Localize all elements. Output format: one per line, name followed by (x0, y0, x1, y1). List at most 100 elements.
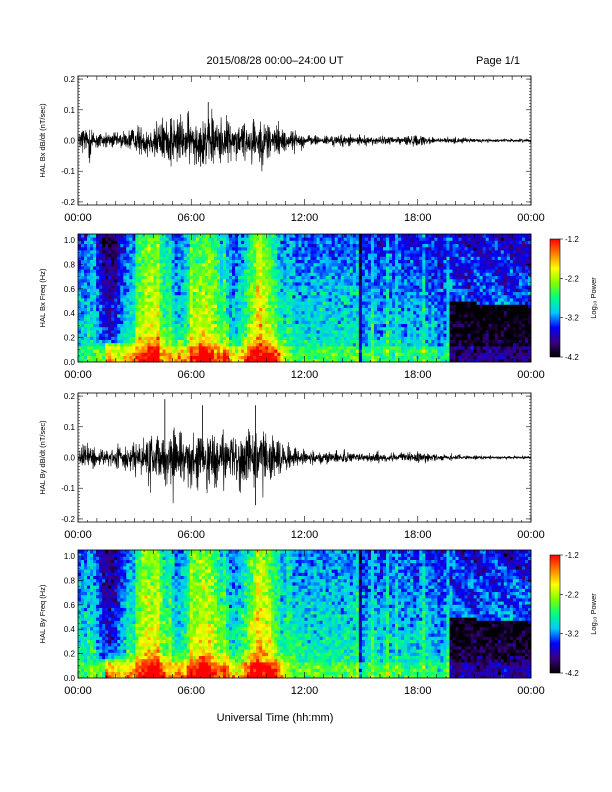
spectrogram-cell (232, 288, 236, 292)
spectrogram-cell (207, 256, 212, 260)
spectrogram-cell (259, 291, 263, 296)
spectrogram-cell (262, 307, 266, 312)
spectrogram-cell (192, 272, 197, 276)
spectrogram-cell (238, 301, 242, 305)
spectrogram-cell (229, 323, 233, 328)
spectrogram-cell (407, 326, 411, 331)
spectrogram-cell (331, 346, 336, 350)
spectrogram-cell (289, 352, 293, 356)
spectrogram-cell (431, 355, 435, 360)
spectrogram-cell (174, 282, 179, 286)
spectrogram-cell (428, 240, 432, 244)
spectrogram-cell (165, 250, 169, 254)
spectrogram-cell (262, 330, 266, 334)
spectrogram-cell (277, 317, 281, 321)
spectrogram-cell (198, 346, 203, 350)
spectrogram-cell (407, 307, 411, 312)
spectrogram-cell (229, 285, 233, 289)
spectrogram-cell (186, 275, 191, 280)
spectrogram-cell (132, 298, 136, 302)
spectrogram-cell (265, 342, 269, 347)
spectrogram-cell (334, 282, 339, 286)
spectrogram-cell (289, 342, 293, 347)
spectrogram-cell (262, 342, 266, 347)
spectrogram-cell (225, 288, 230, 292)
spectrogram-cell (380, 288, 384, 292)
spectrogram-cell (331, 358, 336, 363)
spectrogram-cell (337, 349, 342, 353)
spectrogram-cell (437, 314, 441, 318)
spectrogram-cell (322, 253, 327, 257)
spectrogram-cell (401, 285, 405, 289)
spectrogram-cell (301, 288, 305, 292)
spectrogram-cell (389, 336, 393, 340)
spectrogram-cell (241, 346, 245, 350)
spectrogram-cell (235, 326, 239, 331)
spectrogram-cell (135, 342, 139, 347)
spectrogram-cell (307, 240, 311, 244)
spectrogram-cell (398, 333, 402, 337)
spectrogram-cell (204, 272, 209, 276)
spectrogram-cell (244, 352, 248, 356)
spectrogram-cell (183, 314, 188, 318)
spectrogram-cell (346, 272, 351, 276)
spectrogram-cell (349, 310, 354, 315)
spectrogram-cell (268, 269, 272, 273)
spectrogram-cell (93, 294, 97, 299)
spectrogram-cell (304, 339, 308, 344)
spectrogram-cell (328, 250, 333, 254)
spectrogram-cell (289, 326, 293, 331)
spectrogram-cell (334, 314, 339, 318)
spectrogram-cell (247, 266, 251, 270)
spectrogram-cell (84, 349, 88, 353)
spectrogram-cell (334, 253, 339, 257)
spectrogram-cell (141, 259, 145, 264)
spectrogram-cell (238, 253, 242, 257)
spectrogram-cell (204, 317, 209, 321)
spectrogram-cell (216, 275, 221, 280)
spectrogram-cell (238, 288, 242, 292)
spectrogram-cell (232, 342, 236, 347)
spectrogram-cell (352, 352, 357, 356)
spectrogram-cell (319, 285, 324, 289)
spectrogram-cell (165, 246, 169, 251)
spectrogram-cell (96, 256, 100, 260)
spectrogram-cell (346, 320, 351, 324)
spectrogram-cell (334, 266, 339, 270)
spectrogram-cell (331, 323, 336, 328)
spectrogram-cell (111, 352, 115, 356)
spectrogram-cell (392, 266, 396, 270)
spectrogram-cell (331, 266, 336, 270)
spectrogram-cell (428, 358, 432, 363)
spectrogram-cell (325, 246, 330, 251)
spectrogram-cell (352, 269, 357, 273)
spectrogram-cell (204, 301, 209, 305)
spectrogram-cell (280, 326, 284, 331)
spectrogram-cell (274, 330, 278, 334)
spectrogram-cell (286, 266, 290, 270)
spectrogram-cell (232, 246, 236, 251)
spectrogram-cell (129, 269, 133, 273)
spectrogram-cell (392, 269, 396, 273)
spectrogram-cell (304, 256, 308, 260)
spectrogram-cell (129, 275, 133, 280)
spectrogram-cell (250, 336, 254, 340)
spectrogram-cell (247, 346, 251, 350)
spectrogram-cell (404, 294, 408, 299)
spectrogram-cell (117, 349, 121, 353)
spectrogram-cell (271, 352, 275, 356)
spectrogram-cell (395, 266, 399, 270)
spectrogram-cell (138, 323, 142, 328)
spectrogram-cell (177, 352, 182, 356)
spectrogram-cell (165, 253, 169, 257)
spectrogram-cell (289, 336, 293, 340)
spectrogram-cell (410, 250, 414, 254)
spectrogram-cell (219, 323, 224, 328)
spectrogram-cell (370, 253, 375, 257)
spectrogram-cell (235, 317, 239, 321)
spectrogram-cell (370, 317, 375, 321)
spectrogram-cell (159, 266, 163, 270)
spectrogram-cell (277, 336, 281, 340)
spectrogram-cell (147, 342, 151, 347)
spectrogram-cell (292, 346, 296, 350)
